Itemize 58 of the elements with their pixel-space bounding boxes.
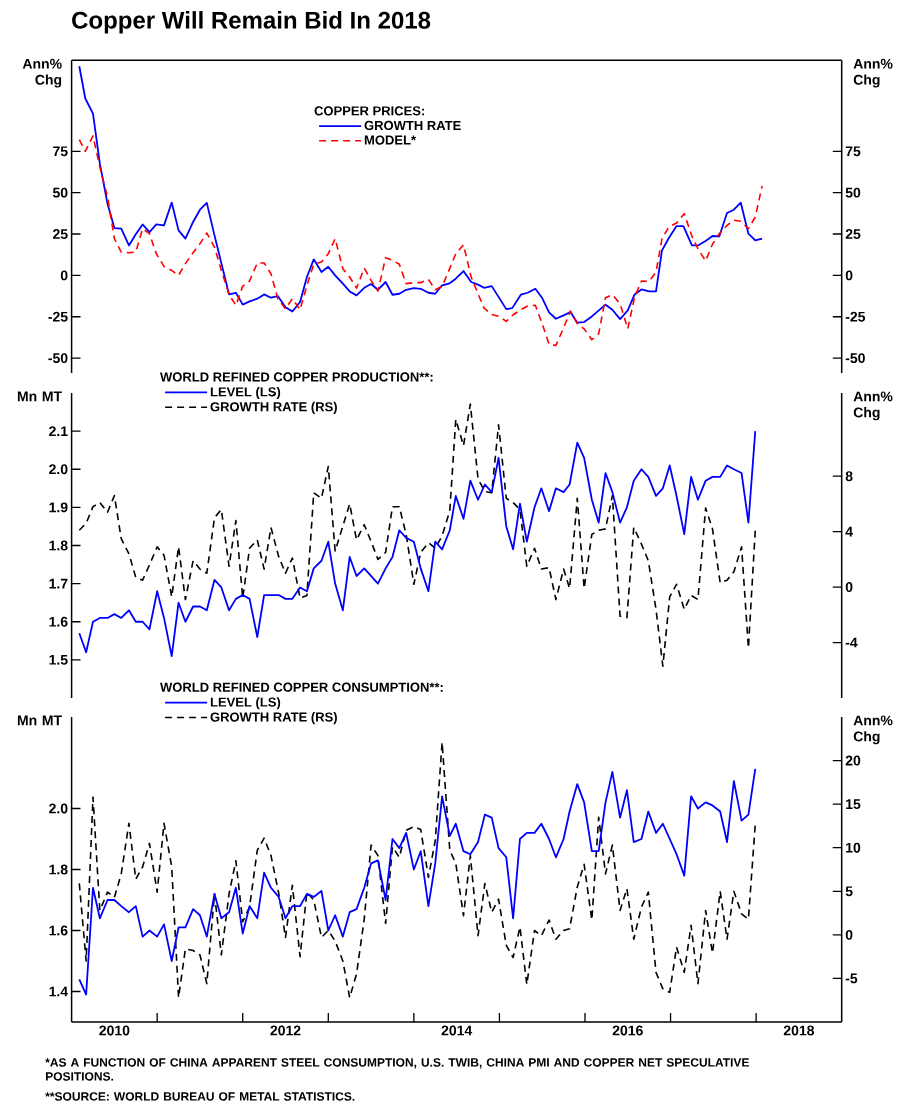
text: *AS A FUNCTION OF CHINA APPARENT STEEL CONSUMPTION, U.S. TWIB, CHINA PMI AND COPPER NET SPECULATIVE POSITIONS. (45, 1058, 749, 1081)
y-tick-label: 1.6 (49, 616, 68, 627)
y-tick-label: 1.8 (49, 540, 68, 551)
chart-title: Copper Will Remain Bid In 2018 (72, 11, 431, 34)
y-axis-title: Mn MT (17, 391, 62, 402)
y-tick-label: 1.6 (49, 925, 68, 936)
y2-tick-label: 0 (845, 270, 853, 281)
legend-label: LEVEL (LS) (210, 697, 281, 710)
y2-tick-label: 8 (845, 471, 853, 482)
y-tick-label: 2.0 (49, 803, 68, 814)
y2-tick-label: 10 (846, 842, 861, 853)
y-tick-label: 75 (53, 146, 68, 157)
y2-axis-title: Ann% Chg (853, 715, 893, 745)
y-tick-label: -50 (48, 353, 68, 364)
y2-axis-title: Ann% Chg (853, 58, 893, 88)
x-tick-label: 2014 (441, 1025, 473, 1036)
y2-tick-label: 50 (845, 187, 861, 198)
y-tick-label: 1.7 (49, 578, 68, 589)
legend-title: WORLD REFINED COPPER CONSUMPTION**: (160, 682, 443, 692)
y2-tick-label: 25 (845, 229, 861, 239)
y-tick-label: 25 (52, 229, 68, 239)
legend-title: COPPER PRICES: (314, 106, 424, 116)
y2-tick-label: 0 (845, 929, 853, 940)
y-tick-label: 1.8 (49, 864, 68, 875)
y-tick-label: 2.0 (49, 464, 68, 475)
y-tick-label: -25 (48, 311, 68, 322)
y-tick-label: 0 (60, 270, 68, 281)
line-series (78, 65, 764, 324)
y2-axis-title: Ann% Chg (853, 391, 893, 421)
y-axis-title: Mn MT (17, 715, 62, 726)
y2-tick-label: -50 (845, 353, 865, 364)
legend-title: WORLD REFINED COPPER PRODUCTION**: (160, 372, 433, 382)
legend-label: MODEL* (364, 135, 417, 145)
legend-label: GROWTH RATE (RS) (210, 712, 337, 725)
line-series (78, 135, 763, 347)
y2-tick-label: -5 (845, 973, 858, 984)
y-tick-label: 50 (52, 187, 68, 198)
y-axis-title: Ann% Chg (22, 58, 62, 88)
x-tick-label: 2010 (99, 1025, 130, 1036)
y2-tick-label: 4 (845, 526, 853, 537)
y-tick-label: 2.1 (49, 426, 68, 437)
x-tick-label: 2018 (783, 1025, 815, 1036)
x-tick-label: 2012 (270, 1025, 301, 1036)
y2-tick-label: 5 (845, 886, 853, 897)
legend-label: GROWTH RATE (RS) (210, 401, 337, 414)
y2-tick-label: 0 (845, 582, 853, 593)
y2-tick-label: 15 (846, 799, 861, 810)
y-tick-label: 1.4 (49, 986, 68, 997)
y2-tick-label: -4 (845, 637, 858, 648)
x-tick-label: 2016 (612, 1025, 643, 1036)
y2-tick-label: 20 (845, 755, 861, 766)
legend-label: GROWTH RATE (364, 120, 461, 131)
text: **SOURCE: WORLD BUREAU OF METAL STATISTICS. (45, 1092, 355, 1101)
y-tick-label: 1.5 (49, 654, 68, 665)
legend-label: LEVEL (LS) (210, 386, 281, 400)
y2-tick-label: -25 (845, 311, 866, 322)
y2-tick-label: 75 (845, 146, 861, 157)
y-tick-label: 1.9 (49, 502, 68, 513)
